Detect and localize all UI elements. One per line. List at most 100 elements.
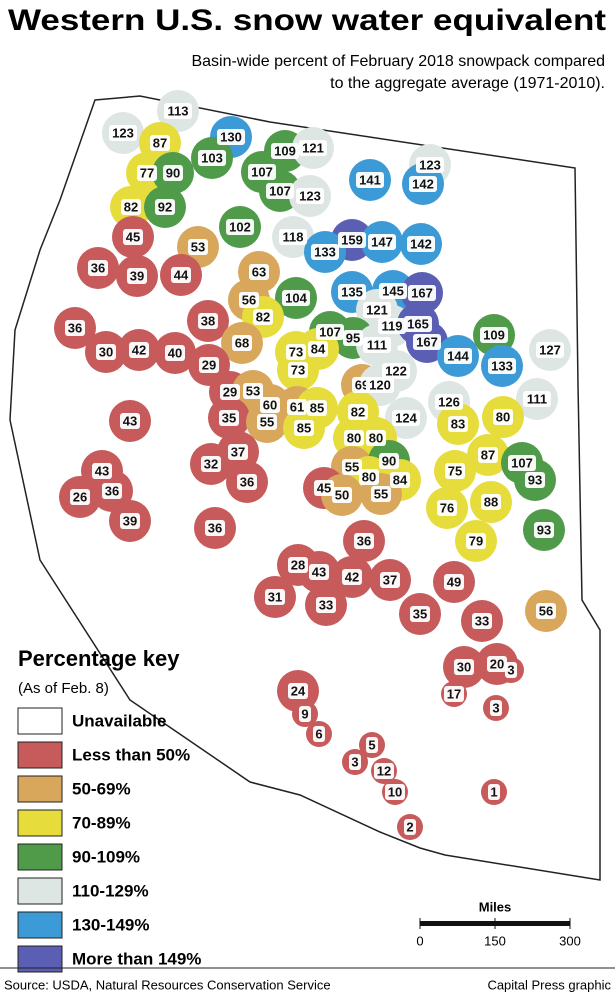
basin-label: 84 xyxy=(311,341,326,356)
basin-label: 55 xyxy=(345,459,359,474)
scale-tick-label: 300 xyxy=(559,933,581,948)
basin-label-box xyxy=(249,264,269,280)
basin-label-box xyxy=(248,164,276,180)
basin-label-box xyxy=(332,487,352,503)
key-label: More than 149% xyxy=(72,949,201,968)
basin-label-box xyxy=(286,344,306,360)
basin-label-box xyxy=(165,345,185,361)
basin-label-box xyxy=(257,414,277,430)
basin-label: 135 xyxy=(341,284,363,299)
basin-label-box xyxy=(435,394,463,410)
basin-label: 107 xyxy=(269,183,291,198)
basin-label: 36 xyxy=(68,320,82,335)
basin-label: 90 xyxy=(166,165,180,180)
basin-label: 36 xyxy=(91,260,105,275)
basin-label-box xyxy=(344,430,364,446)
basin-label: 37 xyxy=(383,572,397,587)
basin-label: 42 xyxy=(345,569,359,584)
basin-label: 83 xyxy=(451,416,465,431)
basin-label-box xyxy=(366,430,386,446)
basin-label-box xyxy=(217,129,245,145)
basin-label-box xyxy=(288,557,308,573)
basin-label-box xyxy=(466,533,486,549)
basin-label-box xyxy=(164,103,192,119)
basin-label-box xyxy=(316,324,344,340)
key-title: Percentage key xyxy=(18,646,180,671)
key-swatch xyxy=(17,741,63,769)
basin-label: 31 xyxy=(268,589,282,604)
basin-label: 35 xyxy=(413,606,427,621)
basin-label-box xyxy=(279,229,307,245)
basin-label: 118 xyxy=(283,229,304,244)
basin-label: 3 xyxy=(507,662,514,677)
basin-label-box xyxy=(129,342,149,358)
basin-label-box xyxy=(480,327,508,343)
basin-label: 121 xyxy=(302,140,324,155)
basin-label-box xyxy=(288,362,308,378)
basin-label-box xyxy=(505,662,517,678)
basin-label: 36 xyxy=(105,483,119,498)
basin-label-box xyxy=(472,613,492,629)
basin-label-box xyxy=(120,513,140,529)
basin-label: 133 xyxy=(491,358,513,373)
basin-label: 80 xyxy=(369,430,383,445)
basin-label: 167 xyxy=(411,285,433,300)
basin-label-box xyxy=(508,455,536,471)
basin-label: 43 xyxy=(312,564,326,579)
basin-label: 85 xyxy=(297,420,311,435)
key-swatch xyxy=(17,843,63,871)
basin-label-box xyxy=(219,410,239,426)
basin-label-box xyxy=(382,363,410,379)
basin-label: 30 xyxy=(457,659,471,674)
basin-label: 142 xyxy=(410,236,432,251)
basin-label-box xyxy=(123,229,143,245)
basin-label-box xyxy=(70,489,90,505)
subtitle: to the aggregate average (1971-2010). xyxy=(330,75,605,92)
basin-label-box xyxy=(368,234,396,250)
basin-label: 42 xyxy=(132,342,146,357)
basin-label-box xyxy=(490,700,502,716)
basin-label-box xyxy=(311,244,339,260)
source: Source: USDA, Natural Resources Conserva… xyxy=(4,977,331,992)
basin-label-box xyxy=(163,165,183,181)
basin-label-box xyxy=(444,348,472,364)
basin-label-box xyxy=(198,150,226,166)
basin-label-box xyxy=(220,384,240,400)
basin-label-box xyxy=(366,377,394,393)
basin-label-box xyxy=(536,342,564,358)
basin-label-box xyxy=(296,188,324,204)
basin-label: 87 xyxy=(153,135,167,150)
basin-label: 88 xyxy=(484,494,498,509)
basin-label: 5 xyxy=(368,737,375,752)
basin-label-box xyxy=(205,520,225,536)
basin-label: 126 xyxy=(438,394,460,409)
basin-label: 104 xyxy=(285,290,307,305)
basin-label-box xyxy=(127,268,147,284)
key-label: Unavailable xyxy=(72,711,167,730)
basin-label-box xyxy=(287,399,307,415)
subtitle: Basin-wide percent of February 2018 snow… xyxy=(191,53,605,70)
basin-label-box xyxy=(404,819,416,835)
basin-label-box xyxy=(232,335,252,351)
basin-label-box xyxy=(343,330,363,346)
scale: 0 150 300 xyxy=(416,918,581,948)
basin-label: 17 xyxy=(447,686,461,701)
basin-label: 6 xyxy=(315,726,322,741)
basin-label-box xyxy=(120,413,140,429)
basin-label-box xyxy=(88,260,108,276)
basin-label: 77 xyxy=(140,165,154,180)
basin-label: 61 xyxy=(290,399,304,414)
key-label: 50-69% xyxy=(72,779,131,798)
basin-label-box xyxy=(188,239,208,255)
basin-label-box xyxy=(454,659,474,675)
basin-label: 80 xyxy=(496,409,510,424)
basin-label: 142 xyxy=(412,176,434,191)
basin-label: 92 xyxy=(158,199,172,214)
basin-label-box xyxy=(379,453,399,469)
basin-label-box xyxy=(92,463,112,479)
basin-label-box xyxy=(359,469,379,485)
basin-label: 93 xyxy=(537,522,551,537)
title: Western U.S. snow water equivalent xyxy=(8,4,606,37)
key-swatch xyxy=(17,707,63,735)
basin-label-box xyxy=(410,606,430,622)
